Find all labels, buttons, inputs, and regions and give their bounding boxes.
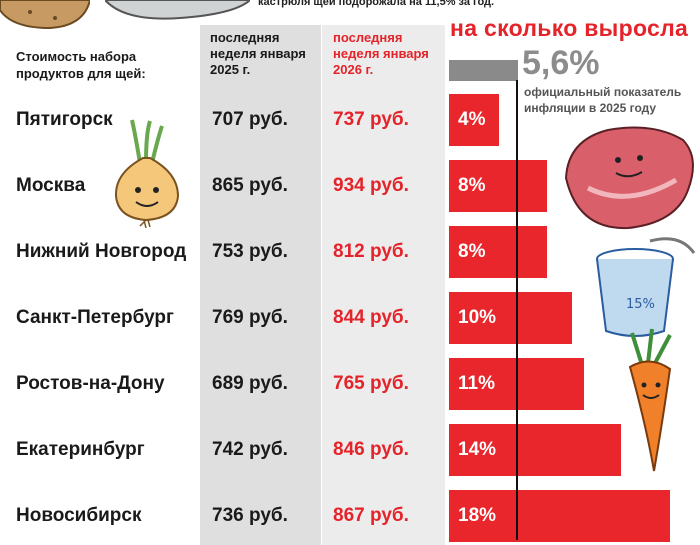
inflation-note: официальный показатель инфляции в 2025 г… xyxy=(524,85,682,115)
growth-bar-label: 4% xyxy=(458,109,486,130)
city-label: Новосибирск xyxy=(16,505,142,526)
inflation-bar xyxy=(449,60,518,81)
inflation-reference-line xyxy=(516,80,518,540)
price-2025: 769 руб. xyxy=(212,307,288,328)
growth-bar xyxy=(449,160,548,212)
header-label: Стоимость набора продуктов для щей: xyxy=(16,49,146,81)
growth-bar xyxy=(449,424,622,476)
city-label: Санкт-Петербург xyxy=(16,307,174,328)
column-header-2025: последняя неделя января 2025 г. xyxy=(210,30,306,77)
price-2026: 765 руб. xyxy=(333,373,409,394)
city-label: Нижний Новгород xyxy=(16,241,187,262)
growth-bar-label: 10% xyxy=(458,307,497,328)
price-2025: 865 руб. xyxy=(212,175,288,196)
column-header-2026: последняя неделя января 2026 г. xyxy=(333,30,429,77)
price-2025: 742 руб. xyxy=(212,439,288,460)
growth-bar xyxy=(449,292,572,344)
carrot-icon xyxy=(628,328,672,472)
price-2026: 846 руб. xyxy=(333,439,409,460)
cabbage-icon xyxy=(105,0,250,20)
price-2025: 689 руб. xyxy=(212,373,288,394)
price-2026: 812 руб. xyxy=(333,241,409,262)
column-2026-background xyxy=(322,25,445,545)
growth-bar-label: 8% xyxy=(458,175,486,196)
city-label: Екатеринбург xyxy=(16,439,145,460)
price-2026: 934 руб. xyxy=(333,175,409,196)
price-2025: 707 руб. xyxy=(212,109,288,130)
growth-bar-label: 14% xyxy=(458,439,497,460)
inflation-value: 5,6% xyxy=(522,44,600,82)
city-label: Москва xyxy=(16,175,86,196)
top-note: кастрюля щей подорожала на 11,5% за год. xyxy=(258,0,495,8)
city-label: Ростов-на-Дону xyxy=(16,373,165,394)
potato-icon xyxy=(0,0,90,30)
price-2025: 753 руб. xyxy=(212,241,288,262)
growth-title: на сколько выросла xyxy=(450,15,689,41)
price-2026: 844 руб. xyxy=(333,307,409,328)
growth-bar-label: 8% xyxy=(458,241,486,262)
price-2026: 737 руб. xyxy=(333,109,409,130)
onion-icon xyxy=(114,119,180,228)
growth-bar xyxy=(449,94,499,146)
column-2025-background xyxy=(200,25,321,545)
city-label: Пятигорск xyxy=(16,109,113,130)
svg-text:15%: 15% xyxy=(626,297,655,312)
meat-icon xyxy=(564,126,694,230)
price-2026: 867 руб. xyxy=(333,505,409,526)
growth-bar-label: 18% xyxy=(458,505,497,526)
growth-bar xyxy=(449,226,548,278)
price-2025: 736 руб. xyxy=(212,505,288,526)
growth-bar-label: 11% xyxy=(458,373,495,394)
growth-bar xyxy=(449,490,671,542)
